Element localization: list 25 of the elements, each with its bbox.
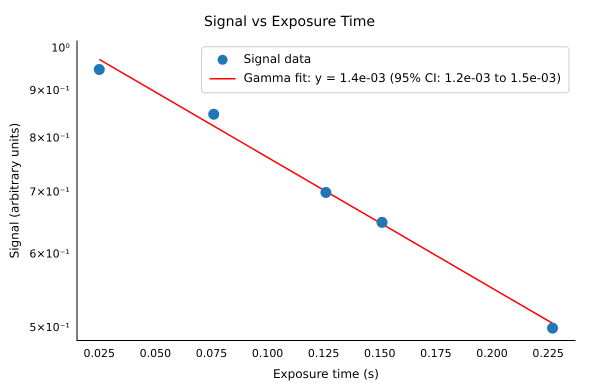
y-tick-label: 7×10⁻¹ [29,185,70,198]
point [547,322,558,334]
x-tick-label: 0.175 [420,346,452,360]
point [94,64,105,75]
legend-label: Signal data [244,52,312,66]
point [376,216,388,228]
x-tick-label: 0.200 [476,346,508,360]
point [320,187,332,198]
x-tick-label: 0.075 [196,346,228,360]
chart-title: Signal vs Exposure Time [204,14,376,30]
x-tick-label: 0.125 [308,346,340,360]
y-tick-label: 9×10⁻¹ [29,84,70,98]
y-tick-label: 5×10⁻¹ [29,320,70,334]
x-tick-label: 0.050 [140,346,172,360]
y-tick-label: 6×10⁻¹ [29,248,70,261]
y-tick-label: 8×10⁻¹ [29,132,70,145]
point [208,108,220,120]
x-tick-label: 0.225 [532,346,564,360]
x-axis-title: Exposure time (s) [272,366,379,381]
y-axis-title: Signal (arbitrary units) [7,122,22,258]
y-tick-label: 10⁰ [51,42,70,55]
legend-label: Gamma fit: y = 1.4e-03 (95% CI: 1.2e-03 to 1.5e-03) [244,70,561,85]
x-tick-label: 0.025 [84,346,116,360]
x-tick-label: 0.100 [252,346,284,360]
x-tick-label: 0.150 [364,346,396,360]
